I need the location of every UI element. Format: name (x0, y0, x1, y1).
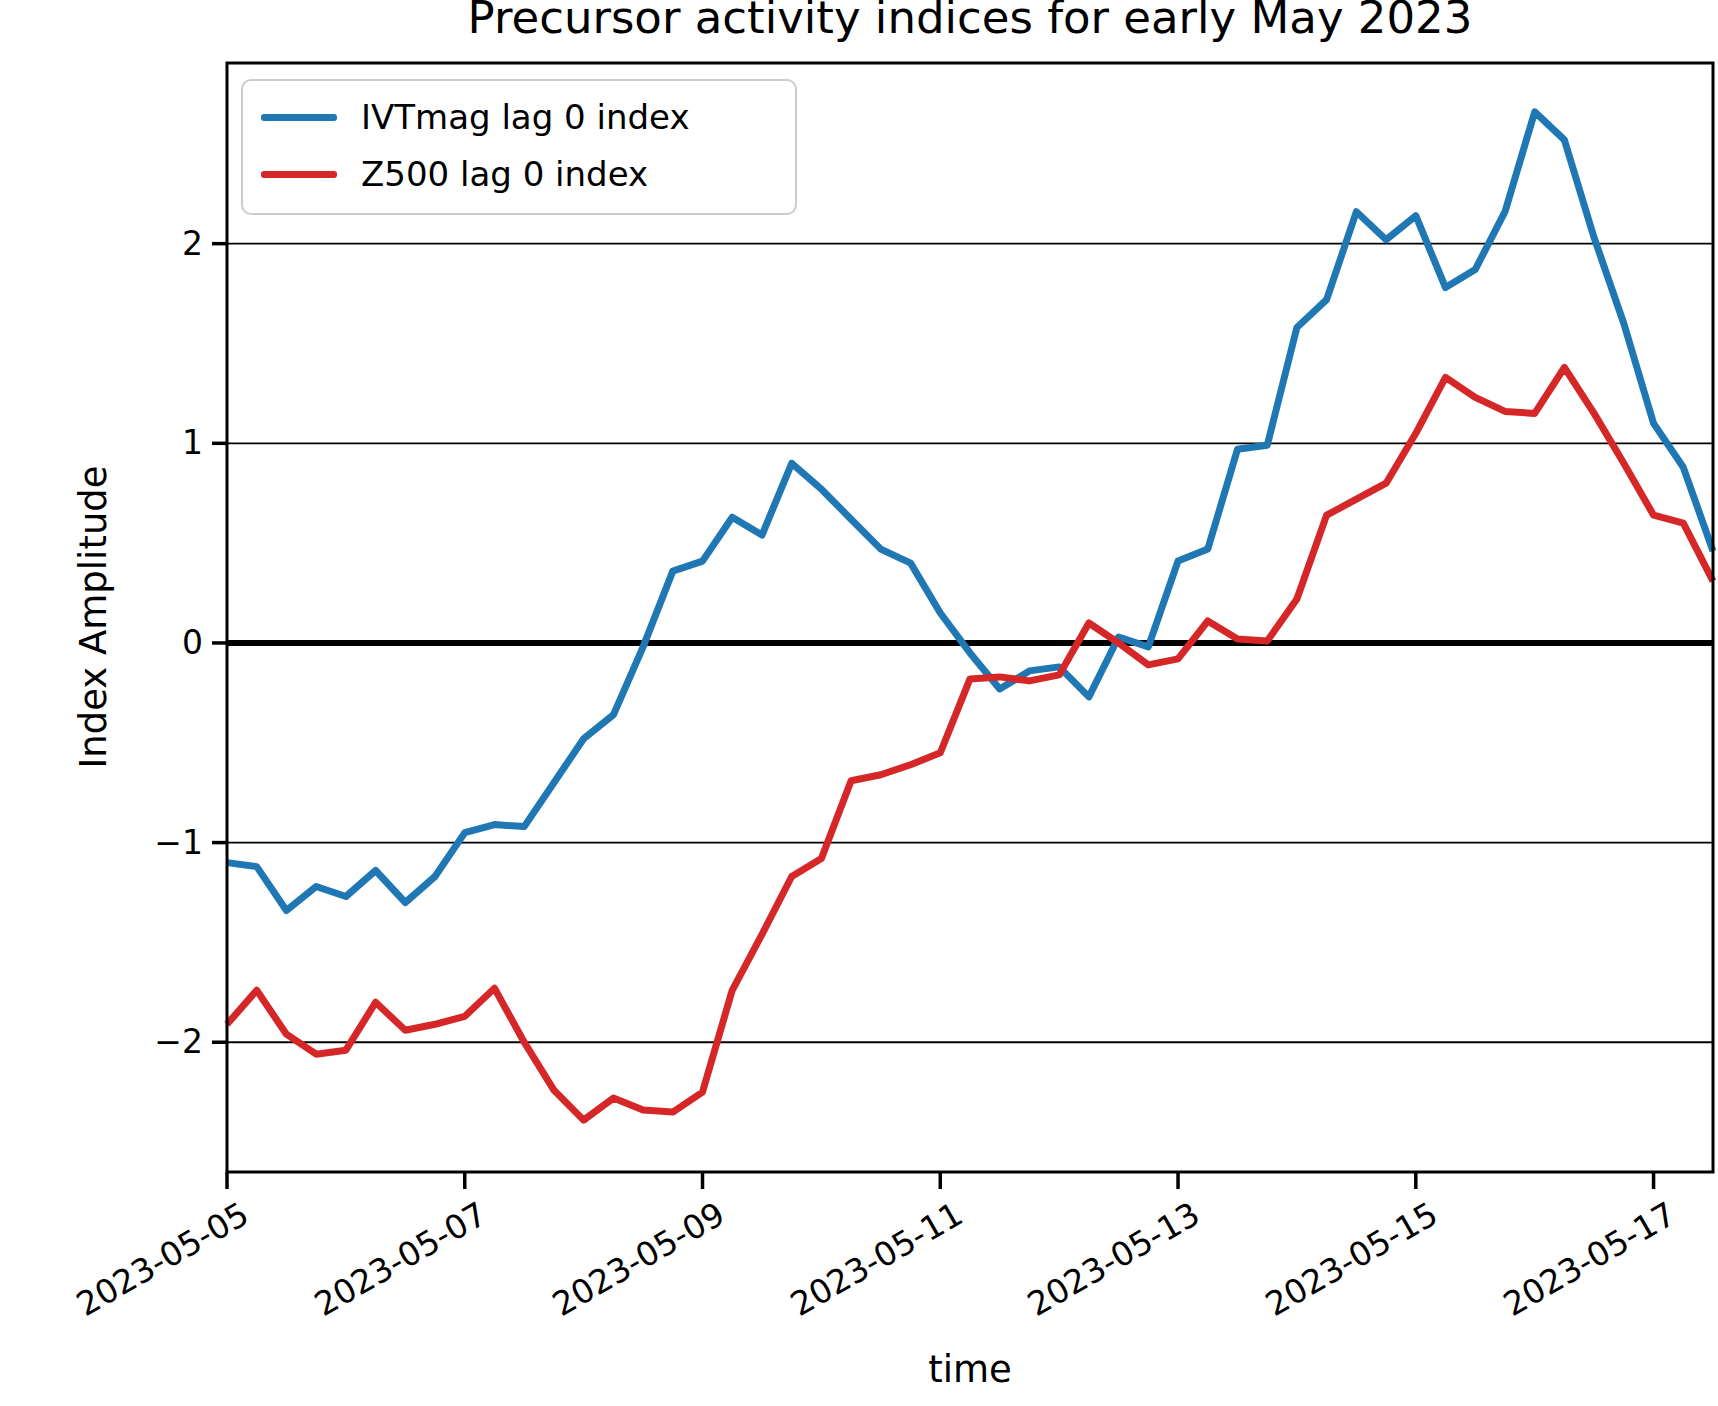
series-line-ivtmag (227, 112, 1713, 911)
series-line-z500 (227, 368, 1713, 1121)
legend-entry-z500: Z500 lag 0 index (261, 154, 773, 195)
y-tick-label: −2 (0, 1022, 203, 1062)
legend-line-swatch-z500 (261, 171, 337, 178)
y-tick-label: 2 (0, 224, 203, 264)
x-axis-label: time (227, 1348, 1713, 1391)
legend-line-swatch-ivtmag (261, 114, 337, 121)
legend-label-ivtmag: IVTmag lag 0 index (361, 97, 690, 138)
legend-entry-ivtmag: IVTmag lag 0 index (261, 97, 773, 138)
figure: Precursor activity indices for early May… (0, 0, 1718, 1406)
y-tick-label: 0 (0, 623, 203, 663)
y-tick-label: −1 (0, 823, 203, 863)
y-tick-label: 1 (0, 423, 203, 463)
chart-title: Precursor activity indices for early May… (227, 0, 1713, 41)
y-axis-label: Index Amplitude (72, 465, 115, 768)
axes-spines (227, 63, 1713, 1172)
legend: IVTmag lag 0 index Z500 lag 0 index (241, 79, 797, 215)
legend-label-z500: Z500 lag 0 index (361, 154, 648, 195)
